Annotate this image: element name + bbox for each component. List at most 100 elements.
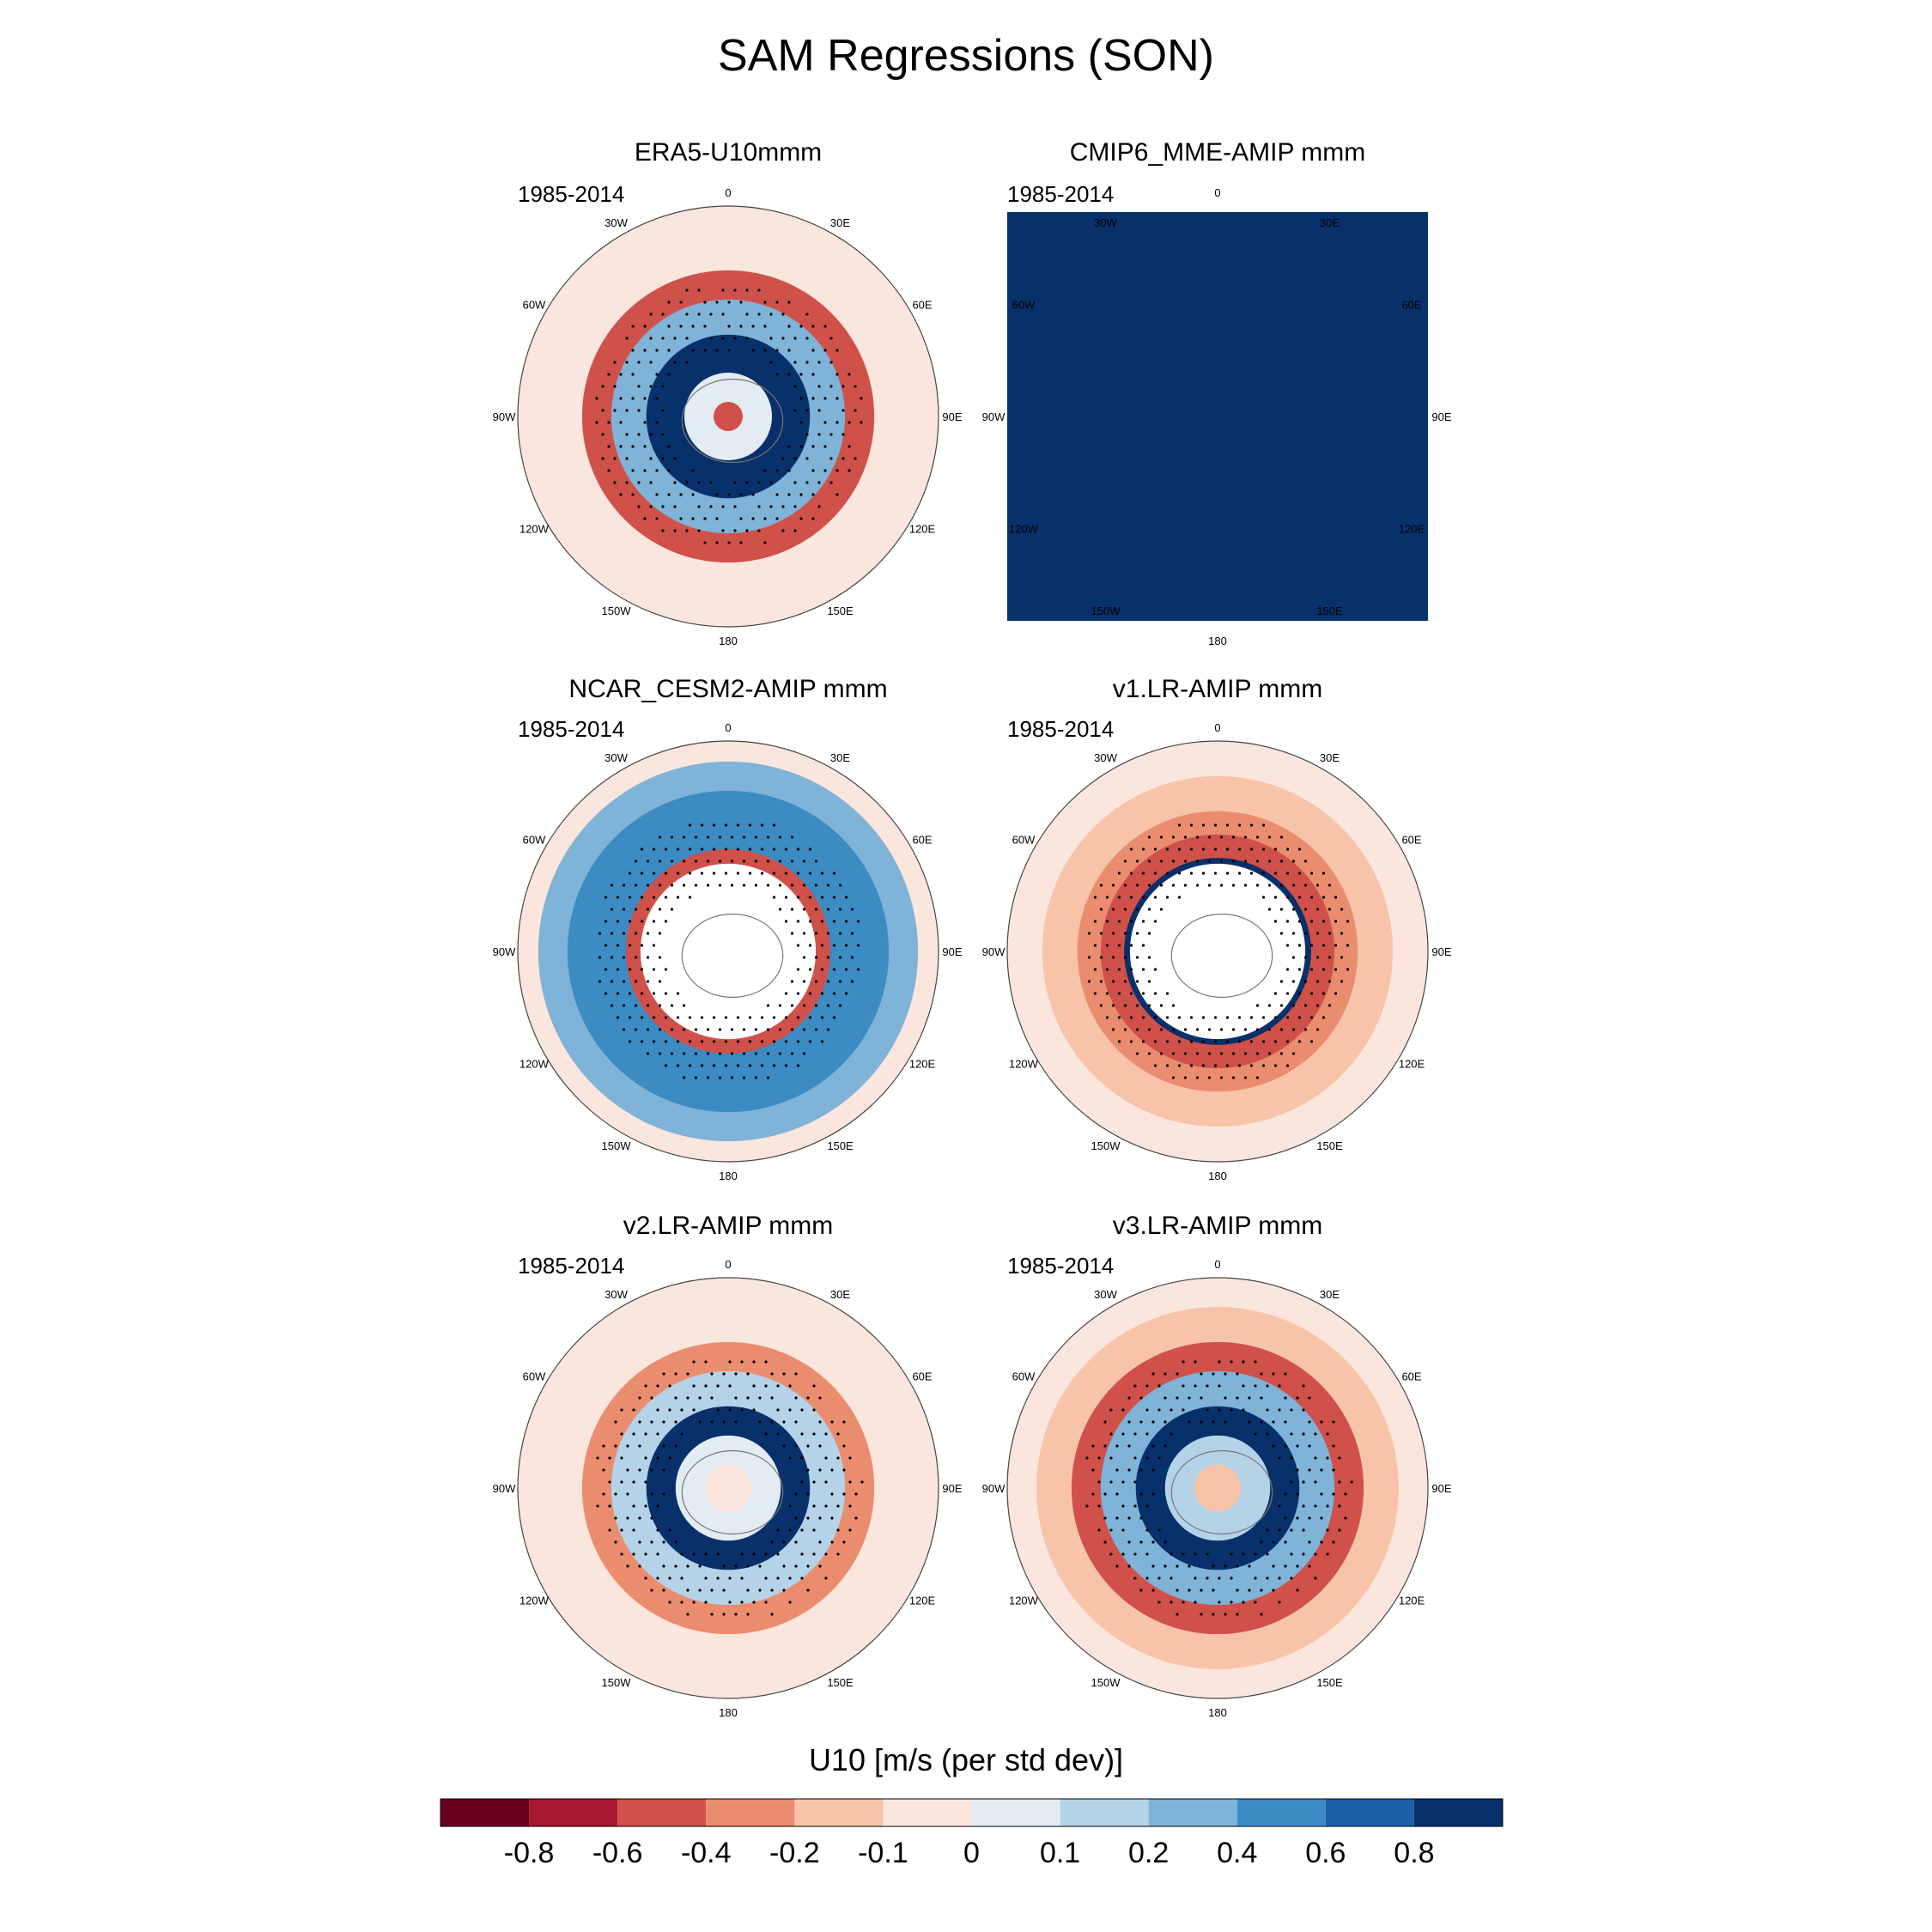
colorbar-swatch bbox=[617, 1799, 707, 1826]
ring-contour bbox=[1194, 1464, 1242, 1512]
colorbar-swatch bbox=[794, 1799, 884, 1826]
longitude-label: 180 bbox=[719, 1170, 738, 1182]
longitude-label: 120W bbox=[1009, 1058, 1039, 1071]
colorbar-tick-label: -0.4 bbox=[681, 1837, 732, 1869]
longitude-label: 90W bbox=[493, 1482, 516, 1495]
colorbar-swatch bbox=[706, 1799, 795, 1826]
longitude-label: 90E bbox=[1431, 945, 1451, 958]
colorbar-tick-label: 0 bbox=[963, 1837, 980, 1869]
longitude-label: 90W bbox=[982, 410, 1005, 423]
colorbar-swatch bbox=[1325, 1799, 1414, 1826]
longitude-label: 180 bbox=[1208, 1170, 1227, 1182]
masked-region bbox=[1129, 863, 1306, 1040]
panel-period: 1985-2014 bbox=[518, 181, 624, 207]
map-panel: 0 30E 60E 90E 120E 150E 180 150W 120W 90W 60W 30W v1… bbox=[982, 675, 1452, 1182]
longitude-label: 150W bbox=[1091, 1139, 1121, 1152]
longitude-label: 120E bbox=[1399, 1595, 1425, 1607]
longitude-label: 60W bbox=[1012, 834, 1036, 847]
longitude-label: 150W bbox=[1091, 1676, 1121, 1689]
colorbar: U10 [m/s (per std dev)] -0.8 -0.6 -0.4 -0.2… bbox=[440, 1742, 1504, 1869]
antarctica-coastline bbox=[681, 913, 784, 999]
longitude-label: 120E bbox=[909, 1595, 936, 1607]
longitude-label: 90E bbox=[1431, 410, 1451, 423]
ring-contour bbox=[704, 1464, 752, 1512]
longitude-label: 90E bbox=[942, 1482, 962, 1495]
map-boundary bbox=[517, 1277, 939, 1699]
longitude-label: 150W bbox=[1091, 605, 1121, 617]
longitude-label: 30E bbox=[1320, 1288, 1340, 1301]
antarctica-coastline bbox=[681, 1449, 784, 1535]
panel-period: 1985-2014 bbox=[518, 1253, 624, 1279]
longitude-label: 90W bbox=[493, 410, 516, 423]
panel-period: 1985-2014 bbox=[518, 716, 624, 742]
map-field bbox=[518, 741, 939, 1162]
map-field bbox=[1007, 741, 1428, 1162]
longitude-label: 30W bbox=[605, 216, 628, 229]
longitude-label: 120E bbox=[909, 523, 936, 536]
longitude-label: 150W bbox=[602, 1139, 632, 1152]
longitude-label: 60W bbox=[1012, 299, 1036, 312]
map-panel: 0 30E 60E 90E 120E 150E 180 150W 120W 90W 60W 30W v3… bbox=[982, 1212, 1452, 1719]
longitude-label: 30E bbox=[830, 216, 850, 229]
masked-region bbox=[640, 863, 817, 1040]
longitude-label: 120E bbox=[1399, 523, 1425, 536]
longitude-label: 90W bbox=[493, 945, 516, 958]
longitude-label: 30W bbox=[1094, 1288, 1117, 1301]
longitude-label: 120W bbox=[519, 1595, 550, 1607]
longitude-label: 30E bbox=[1320, 751, 1340, 764]
antarctica-coastline bbox=[1170, 1449, 1273, 1535]
colorbar-tick-label: 0.2 bbox=[1128, 1837, 1169, 1869]
longitude-label: 180 bbox=[719, 635, 738, 647]
colorbar-swatch bbox=[883, 1799, 972, 1826]
longitude-label: 150W bbox=[602, 1676, 632, 1689]
longitude-label: 30W bbox=[605, 1288, 628, 1301]
longitude-label: 30W bbox=[605, 751, 628, 764]
panel-title: v3.LR-AMIP mmm bbox=[1113, 1212, 1322, 1240]
colorbar-tick-label: -0.2 bbox=[769, 1837, 820, 1869]
panel-title: CMIP6_MME-AMIP mmm bbox=[1070, 138, 1365, 167]
colorbar-title: U10 [m/s (per std dev)] bbox=[809, 1742, 1123, 1777]
panel-title: NCAR_CESM2-AMIP mmm bbox=[568, 675, 887, 703]
map-field bbox=[518, 1278, 939, 1698]
longitude-label: 60W bbox=[1012, 1370, 1036, 1383]
longitude-label: 150E bbox=[827, 1139, 854, 1152]
longitude-label: 60E bbox=[912, 299, 932, 312]
map-boundary bbox=[1006, 740, 1429, 1163]
longitude-label: 150E bbox=[1316, 605, 1343, 617]
colorbar-swatch bbox=[440, 1799, 530, 1826]
colorbar-tick-label: -0.8 bbox=[504, 1837, 555, 1869]
significance-stippling bbox=[598, 823, 860, 1079]
significance-stippling bbox=[596, 1360, 864, 1616]
antarctica-coastline bbox=[1170, 913, 1273, 999]
significance-stippling bbox=[595, 289, 863, 544]
panel-period: 1985-2014 bbox=[1007, 1253, 1114, 1279]
longitude-label: 30E bbox=[1320, 216, 1340, 229]
longitude-label: 0 bbox=[1214, 1258, 1220, 1271]
longitude-label: 180 bbox=[1208, 1706, 1227, 1719]
map-panel: 0 30E 60E 90E 120E 150E 180 150W 120W 90W 60W 30W CM… bbox=[982, 138, 1452, 647]
longitude-label: 60E bbox=[1401, 834, 1421, 847]
colorbar-tick-label: 0.4 bbox=[1217, 1837, 1257, 1869]
longitude-label: 0 bbox=[1214, 186, 1220, 199]
panel-title: v1.LR-AMIP mmm bbox=[1113, 675, 1322, 703]
colorbar-swatch bbox=[1236, 1799, 1326, 1826]
map-boundary bbox=[517, 740, 939, 1163]
longitude-label: 150E bbox=[1316, 1676, 1343, 1689]
longitude-label: 120E bbox=[1399, 1058, 1425, 1071]
longitude-label: 90W bbox=[982, 1482, 1005, 1495]
colorbar-swatch bbox=[1148, 1799, 1237, 1826]
figure-title: SAM Regressions (SON) bbox=[718, 31, 1214, 81]
panels-group: 0 30E 60E 90E 120E 150E 180 150W 120W 90W 60W 30W ER… bbox=[493, 138, 1452, 1719]
longitude-label: 60W bbox=[523, 1370, 546, 1383]
longitude-label: 120W bbox=[1009, 1595, 1039, 1607]
colorbar-swatch bbox=[971, 1799, 1060, 1826]
colorbar-swatch bbox=[1060, 1799, 1149, 1826]
map-panel: 0 30E 60E 90E 120E 150E 180 150W 120W 90W 60W 30W ER… bbox=[493, 138, 963, 647]
longitude-label: 90E bbox=[942, 410, 962, 423]
colorbar-tick-label: -0.1 bbox=[858, 1837, 908, 1869]
longitude-label: 150E bbox=[827, 605, 854, 617]
colorbar-tick-label: -0.6 bbox=[592, 1837, 643, 1869]
longitude-label: 90W bbox=[982, 945, 1005, 958]
longitude-label: 180 bbox=[1208, 635, 1227, 647]
